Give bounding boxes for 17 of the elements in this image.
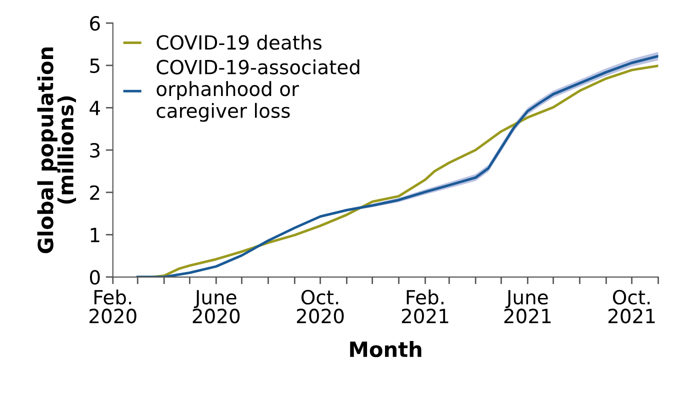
y-tick-label: 2 bbox=[90, 185, 100, 200]
x-tick-label: Feb. 2021 bbox=[402, 290, 448, 324]
x-tick-label: Oct. 2021 bbox=[608, 290, 655, 324]
y-tick-label: 0 bbox=[90, 270, 100, 285]
y-axis-title: Global population (millions) bbox=[37, 48, 76, 254]
y-tick-label: 1 bbox=[90, 228, 100, 242]
y-tick-label: 6 bbox=[90, 16, 100, 31]
x-tick-label: Oct. 2020 bbox=[296, 290, 344, 324]
x-tick-label: June 2021 bbox=[504, 290, 551, 324]
y-tick-label: 5 bbox=[90, 58, 100, 74]
y-tick-label: 4 bbox=[90, 100, 100, 116]
x-tick-label: June 2020 bbox=[192, 290, 240, 324]
legend-label: COVID-19-associated orphanhood or caregiver loss bbox=[156, 59, 360, 122]
x-tick-label: Feb. 2020 bbox=[90, 290, 136, 324]
legend-label: COVID-19 deaths bbox=[156, 34, 322, 50]
y-tick-label: 3 bbox=[90, 143, 100, 158]
x-axis-title: Month bbox=[350, 341, 422, 358]
